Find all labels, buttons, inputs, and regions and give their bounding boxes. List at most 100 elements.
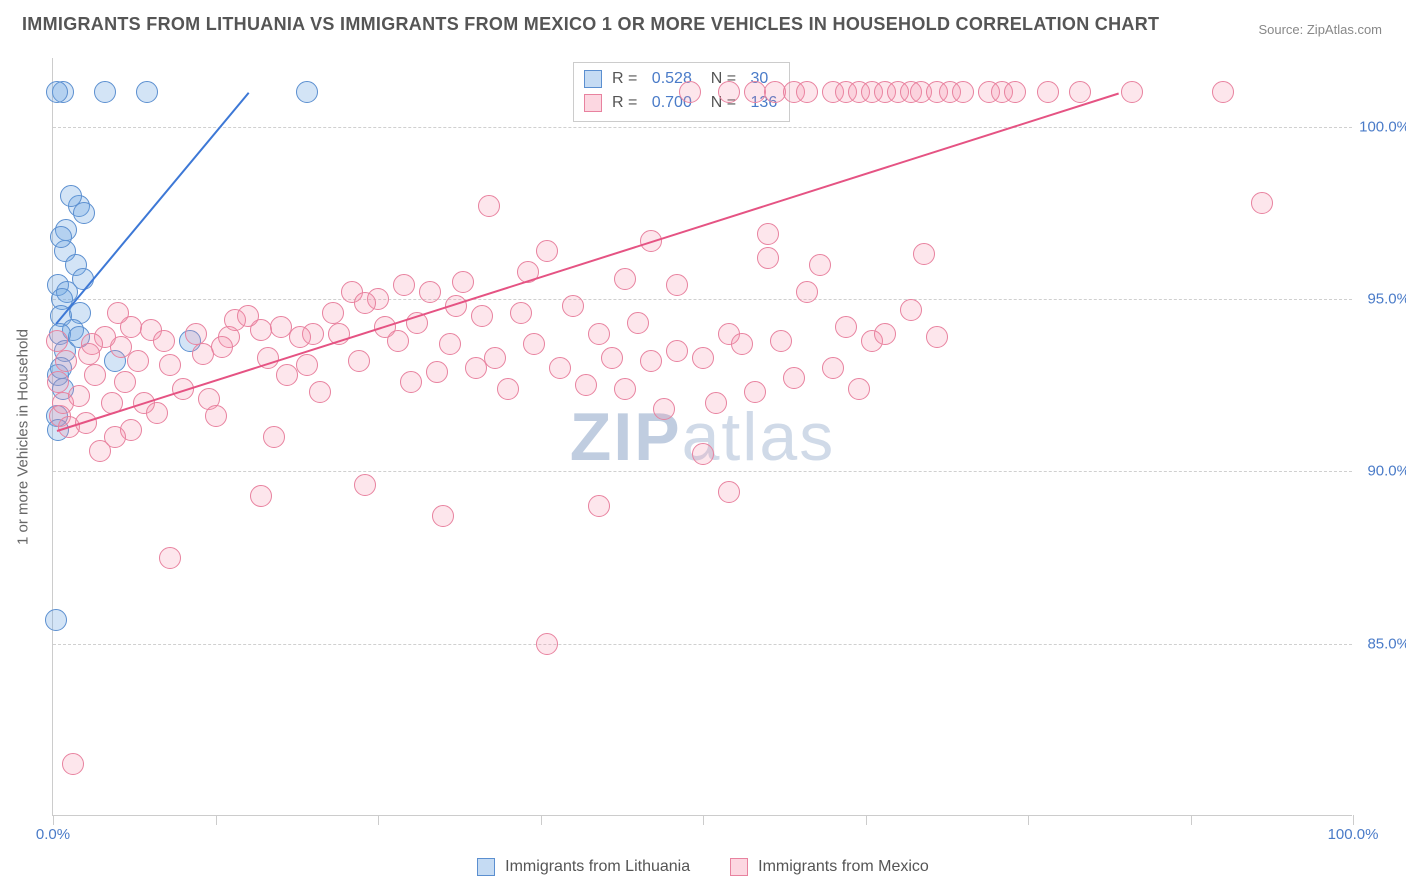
data-point — [1004, 81, 1026, 103]
data-point — [744, 381, 766, 403]
x-tick — [378, 815, 379, 825]
data-point — [46, 81, 68, 103]
data-point — [705, 392, 727, 414]
data-point — [822, 357, 844, 379]
data-point — [1037, 81, 1059, 103]
data-point — [426, 361, 448, 383]
data-point — [47, 371, 69, 393]
data-point — [874, 323, 896, 345]
data-point — [679, 81, 701, 103]
data-point — [783, 367, 805, 389]
data-point — [127, 350, 149, 372]
data-point — [107, 302, 129, 324]
data-point — [1251, 192, 1273, 214]
data-point — [78, 343, 100, 365]
data-point — [484, 347, 506, 369]
data-point — [1121, 81, 1143, 103]
gridline — [53, 127, 1352, 128]
data-point — [393, 274, 415, 296]
data-point — [731, 333, 753, 355]
data-point — [1069, 81, 1091, 103]
x-tick-label: 0.0% — [36, 826, 70, 843]
x-tick — [53, 815, 54, 825]
data-point — [68, 385, 90, 407]
data-point — [263, 426, 285, 448]
data-point — [237, 305, 259, 327]
bottom-legend-mexico: Immigrants from Mexico — [730, 858, 929, 876]
data-point — [205, 405, 227, 427]
bottom-legend-label: Immigrants from Lithuania — [505, 858, 690, 876]
swatch-mexico — [584, 94, 602, 112]
x-tick-label: 100.0% — [1328, 826, 1379, 843]
data-point — [718, 81, 740, 103]
data-point — [46, 330, 68, 352]
x-tick — [216, 815, 217, 825]
data-point — [94, 81, 116, 103]
data-point — [640, 350, 662, 372]
x-tick — [703, 815, 704, 825]
data-point — [497, 378, 519, 400]
data-point — [718, 481, 740, 503]
y-tick-label: 90.0% — [1367, 463, 1406, 480]
data-point — [653, 398, 675, 420]
data-point — [614, 378, 636, 400]
data-point — [296, 81, 318, 103]
gridline — [53, 299, 1352, 300]
data-point — [465, 357, 487, 379]
data-point — [614, 268, 636, 290]
y-tick-label: 95.0% — [1367, 291, 1406, 308]
scatter-chart: 1 or more Vehicles in Household ZIPatlas… — [52, 58, 1352, 816]
x-tick — [1353, 815, 1354, 825]
x-tick — [866, 815, 867, 825]
data-point — [439, 333, 461, 355]
data-point — [835, 316, 857, 338]
bottom-legend-lithuania: Immigrants from Lithuania — [477, 858, 690, 876]
data-point — [588, 323, 610, 345]
data-point — [478, 195, 500, 217]
x-tick — [1191, 815, 1192, 825]
bottom-legend-label: Immigrants from Mexico — [758, 858, 929, 876]
source-attribution: Source: ZipAtlas.com — [1258, 22, 1382, 37]
data-point — [796, 281, 818, 303]
x-tick — [1028, 815, 1029, 825]
data-point — [952, 81, 974, 103]
data-point — [536, 633, 558, 655]
gridline — [53, 471, 1352, 472]
data-point — [136, 81, 158, 103]
y-axis-label: 1 or more Vehicles in Household — [15, 329, 32, 545]
data-point — [89, 440, 111, 462]
swatch-mexico-bottom — [730, 858, 748, 876]
data-point — [309, 381, 331, 403]
data-point — [471, 305, 493, 327]
data-point — [575, 374, 597, 396]
data-point — [588, 495, 610, 517]
data-point — [50, 226, 72, 248]
data-point — [1212, 81, 1234, 103]
data-point — [354, 292, 376, 314]
data-point — [296, 354, 318, 376]
data-point — [73, 202, 95, 224]
y-tick-label: 100.0% — [1359, 118, 1406, 135]
data-point — [387, 330, 409, 352]
data-point — [153, 330, 175, 352]
data-point — [510, 302, 532, 324]
swatch-lithuania-bottom — [477, 858, 495, 876]
bottom-legend: Immigrants from Lithuania Immigrants fro… — [0, 858, 1406, 876]
data-point — [432, 505, 454, 527]
data-point — [348, 350, 370, 372]
data-point — [289, 326, 311, 348]
data-point — [354, 474, 376, 496]
data-point — [692, 443, 714, 465]
data-point — [809, 254, 831, 276]
data-point — [114, 371, 136, 393]
data-point — [913, 243, 935, 265]
data-point — [536, 240, 558, 262]
data-point — [796, 81, 818, 103]
data-point — [601, 347, 623, 369]
data-point — [757, 223, 779, 245]
data-point — [276, 364, 298, 386]
data-point — [666, 274, 688, 296]
gridline — [53, 644, 1352, 645]
data-point — [900, 299, 922, 321]
y-tick-label: 85.0% — [1367, 635, 1406, 652]
